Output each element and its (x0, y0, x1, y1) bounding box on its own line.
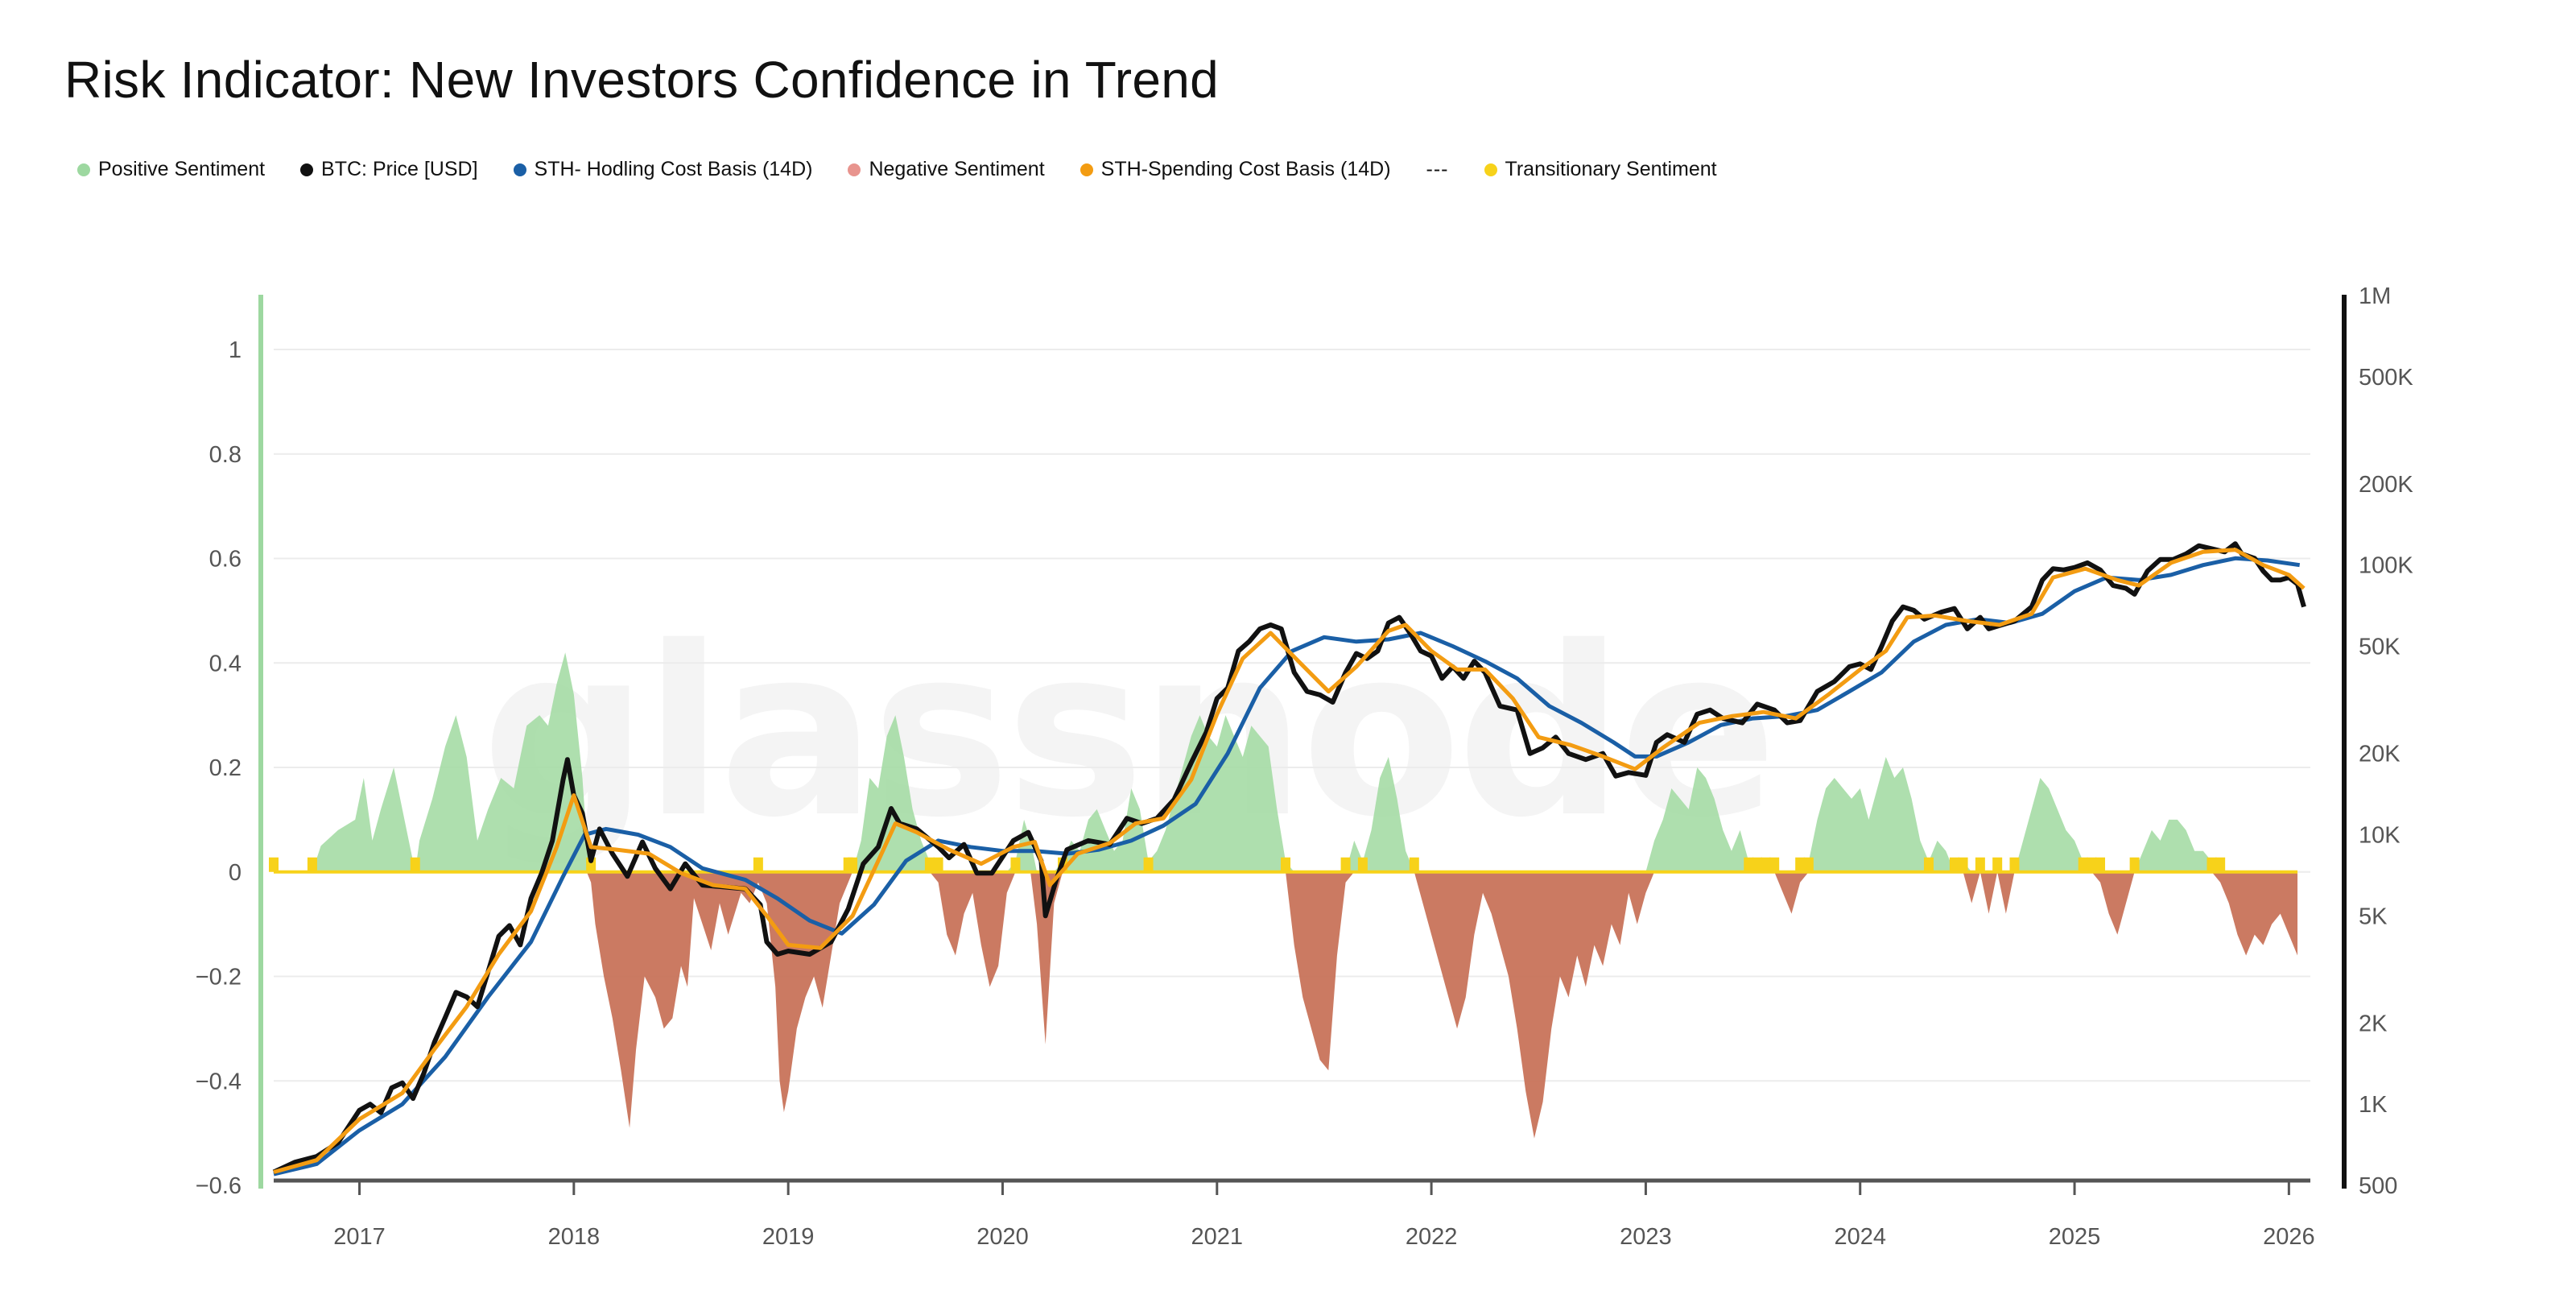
transitionary-sentiment-mark (1949, 857, 1959, 872)
left-tick-label: −0.6 (196, 1173, 242, 1199)
legend: Positive Sentiment BTC: Price [USD] STH-… (77, 158, 1752, 181)
x-tick-label: 2024 (1834, 1224, 1886, 1250)
legend-item-btc-price[interactable]: BTC: Price [USD] (300, 158, 478, 181)
transitionary-sentiment-mark (269, 857, 279, 872)
tick-labels: 1 0.8 0.6 0.4 0.2 0 −0.2 −0.4 −0.6 1M 500K 200K 100K… (196, 283, 2414, 1250)
sentiment-areas (269, 652, 2298, 1139)
transitionary-sentiment-mark (848, 857, 858, 872)
x-tick-label: 2025 (2049, 1224, 2101, 1250)
transitionary-sentiment-mark (933, 857, 943, 872)
legend-label: Transitionary Sentiment (1505, 158, 1717, 180)
x-tick-label: 2018 (548, 1224, 601, 1250)
right-tick-label: 20K (2359, 742, 2401, 767)
transitionary-sentiment-mark (2087, 857, 2097, 872)
left-tick-label: −0.4 (196, 1069, 242, 1094)
legend-label: STH- Hodling Cost Basis (14D) (534, 158, 813, 180)
transitionary-sentiment-mark (2078, 857, 2088, 872)
transitionary-sentiment-mark (1923, 857, 1934, 872)
legend-label: Positive Sentiment (98, 158, 266, 180)
transitionary-sentiment-mark (2207, 857, 2217, 872)
transitionary-sentiment-mark (1340, 857, 1351, 872)
transitionary-sentiment-mark (1357, 857, 1368, 872)
legend-item-negative-sentiment[interactable]: Negative Sentiment (848, 158, 1045, 181)
right-tick-label: 500K (2359, 365, 2413, 391)
left-tick-label: 0.8 (209, 442, 242, 468)
right-tick-label: 50K (2359, 635, 2401, 660)
legend-dot-icon (300, 163, 314, 176)
negative-sentiment-area (274, 871, 2298, 1139)
positive-sentiment-area (274, 652, 2298, 872)
legend-dot-icon (77, 163, 90, 176)
legend-item-sth-spending[interactable]: STH-Spending Cost Basis (14D) (1080, 158, 1391, 181)
transitionary-sentiment-mark (1958, 857, 1968, 872)
gridlines (274, 349, 2310, 1082)
transitionary-sentiment-mark (1010, 857, 1021, 872)
x-tick-label: 2021 (1191, 1224, 1244, 1250)
left-tick-label: 1 (229, 337, 242, 363)
legend-item-dashed[interactable]: --- (1426, 158, 1449, 180)
x-tick-label: 2022 (1406, 1224, 1458, 1250)
left-tick-label: −0.2 (196, 965, 242, 990)
transitionary-sentiment-mark (924, 857, 935, 872)
right-tick-label: 200K (2359, 472, 2413, 498)
transitionary-sentiment-mark (1409, 857, 1419, 872)
transitionary-sentiment-mark (1769, 857, 1780, 872)
right-tick-label: 5K (2359, 904, 2388, 929)
left-tick-label: 0.6 (209, 547, 242, 573)
transitionary-sentiment-mark (2095, 857, 2106, 872)
legend-item-transitionary-sentiment[interactable]: Transitionary Sentiment (1484, 158, 1717, 181)
transitionary-sentiment-mark (2129, 857, 2140, 872)
legend-dot-icon (848, 163, 861, 176)
right-tick-label: 10K (2359, 822, 2401, 848)
axes (258, 295, 2347, 1189)
transitionary-sentiment-mark (1143, 857, 1154, 872)
x-tick-label: 2019 (762, 1224, 815, 1250)
x-tick-label: 2020 (976, 1224, 1029, 1250)
legend-label: STH-Spending Cost Basis (14D) (1100, 158, 1391, 180)
legend-dot-icon (1484, 163, 1497, 176)
transitionary-sentiment-mark (1795, 857, 1806, 872)
legend-dot-icon (513, 163, 526, 176)
sth-spending-cost-basis-line (273, 548, 2306, 1174)
transitionary-sentiment-mark (2009, 857, 2020, 872)
right-tick-label: 1K (2359, 1092, 2388, 1118)
legend-label: BTC: Price [USD] (321, 158, 478, 180)
transitionary-sentiment-mark (410, 857, 420, 872)
transitionary-sentiment-mark (753, 857, 763, 872)
right-tick-label: 100K (2359, 553, 2413, 579)
x-tick-label: 2026 (2263, 1224, 2315, 1250)
left-tick-label: 0.4 (209, 651, 242, 676)
legend-label: Negative Sentiment (869, 158, 1045, 180)
legend-dot-icon (1080, 163, 1093, 176)
transitionary-sentiment-mark (1761, 857, 1771, 872)
transitionary-sentiment-mark (1752, 857, 1762, 872)
x-tick-label: 2023 (1620, 1224, 1672, 1250)
transitionary-sentiment-mark (1744, 857, 1754, 872)
left-tick-label: 0 (229, 860, 242, 886)
right-tick-label: 500 (2359, 1173, 2397, 1199)
left-tick-label: 0.2 (209, 755, 242, 781)
legend-item-sth-hodling[interactable]: STH- Hodling Cost Basis (14D) (513, 158, 813, 181)
legend-item-positive-sentiment[interactable]: Positive Sentiment (77, 158, 265, 181)
transitionary-sentiment-mark (1975, 857, 1985, 872)
right-tick-label: 2K (2359, 1011, 2388, 1036)
transitionary-sentiment-mark (1803, 857, 1814, 872)
chart-title: Risk Indicator: New Investors Confidence… (64, 51, 1220, 109)
transitionary-sentiment-mark (1992, 857, 2003, 872)
price-lines (272, 541, 2306, 1177)
transitionary-sentiment-mark (307, 857, 317, 872)
right-tick-label: 1M (2359, 283, 2391, 309)
transitionary-sentiment-mark (2215, 857, 2226, 872)
x-tick-label: 2017 (333, 1224, 386, 1250)
transitionary-sentiment-mark (1281, 857, 1291, 872)
